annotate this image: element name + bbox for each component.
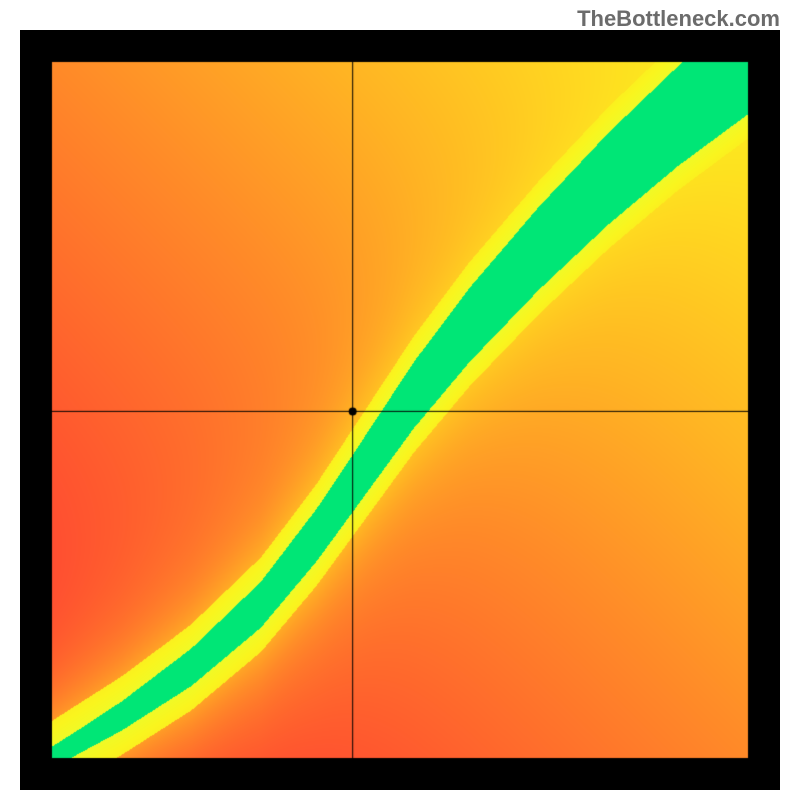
heatmap-canvas — [20, 30, 780, 790]
chart-container: TheBottleneck.com — [0, 0, 800, 800]
watermark-text: TheBottleneck.com — [577, 6, 780, 32]
plot-area — [20, 30, 780, 790]
